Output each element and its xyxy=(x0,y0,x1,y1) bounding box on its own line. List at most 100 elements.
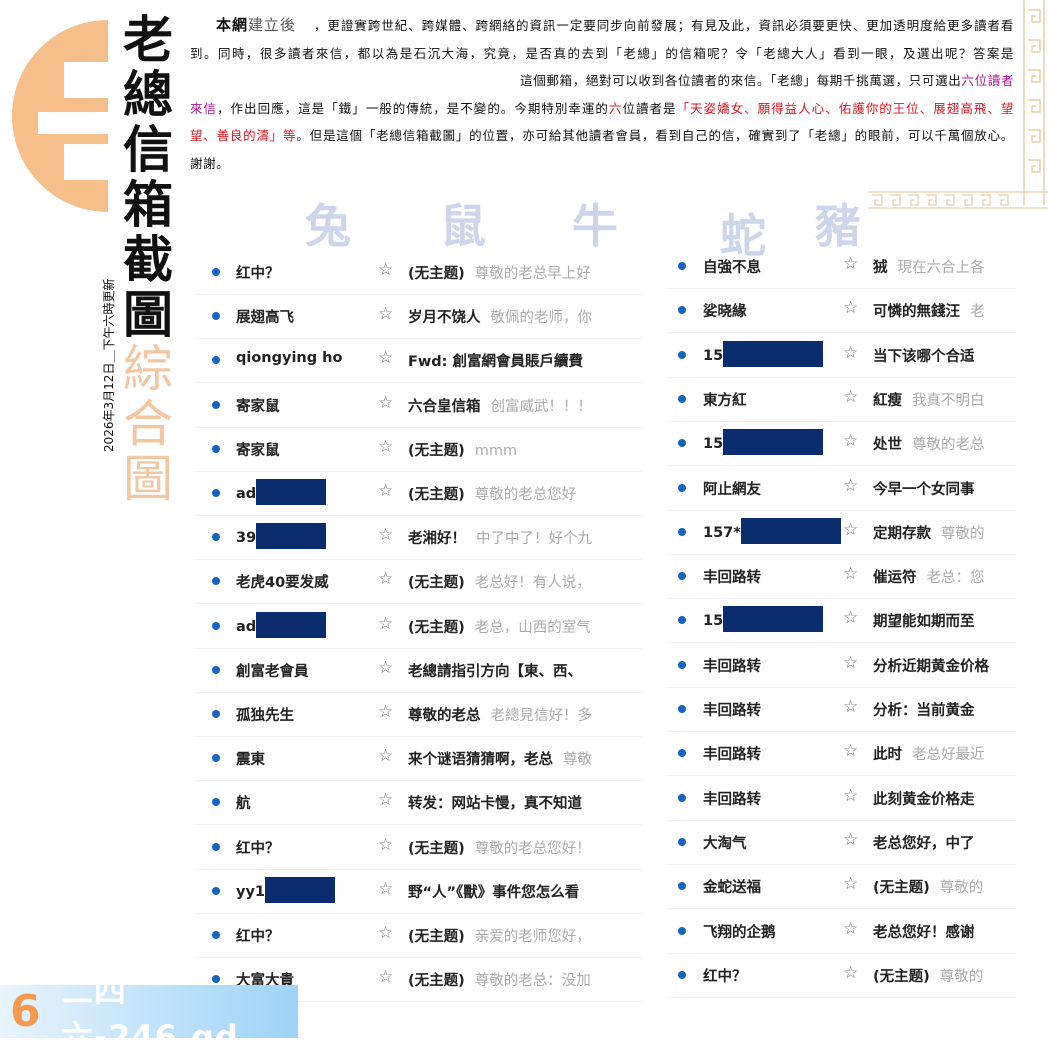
email-row[interactable]: 红中？ ☆ (无主题) 尊敬的老总早上好 xyxy=(196,251,642,295)
subject-text: 分析近期黄金价格 xyxy=(873,658,989,675)
email-row[interactable]: 金蛇送福 ☆ (无主题) 尊敬的 xyxy=(668,865,1016,910)
sender-name: 金蛇送福 xyxy=(703,880,761,897)
star-icon[interactable]: ☆ xyxy=(378,348,394,369)
star-icon[interactable]: ☆ xyxy=(378,481,394,501)
star-icon[interactable]: ☆ xyxy=(378,790,394,811)
email-subject: 催运符 老总：您 xyxy=(873,566,1016,587)
email-row[interactable]: ad ☆ (无主题) 老总，山西的室气 xyxy=(196,605,642,649)
email-row[interactable]: ad ☆ (无主题) 尊敬的老总您好 xyxy=(196,472,642,516)
email-subject: 老湘好！ 中了中了！好个九 xyxy=(408,527,640,548)
star-icon[interactable]: ☆ xyxy=(378,304,394,325)
email-row[interactable]: 大淘气 ☆ 老总您好，中了 xyxy=(668,821,1016,865)
email-row[interactable]: 老虎40要发威 ☆ (无主题) 老总好！有人说， xyxy=(196,560,642,605)
star-icon[interactable]: ☆ xyxy=(843,962,859,983)
sender: 孤独先生 xyxy=(236,704,294,725)
subject-text: (无主题) xyxy=(873,968,930,985)
star-icon[interactable]: ☆ xyxy=(843,697,859,717)
star-icon[interactable]: ☆ xyxy=(378,569,394,590)
sender-name: 红中？ xyxy=(236,840,280,857)
sender-name: qiongying ho xyxy=(236,350,343,367)
email-subject: 老總請指引方向【東、西、 xyxy=(408,660,640,681)
sender-name: 創富老會員 xyxy=(236,663,309,680)
intro-paragraph: 本網建立後 ，更證實跨世紀、跨媒體、跨網絡的資訊一定要同步向前發展；有見及此，資訊… xyxy=(190,12,1014,177)
star-icon[interactable]: ☆ xyxy=(843,741,859,762)
star-icon[interactable]: ☆ xyxy=(378,657,394,678)
email-row[interactable]: 寄家鼠 ☆ 六合皇信箱 创富威武！！！ xyxy=(196,384,642,428)
star-icon[interactable]: ☆ xyxy=(843,475,859,496)
preview-text: 尊敬的 xyxy=(939,880,984,897)
email-row[interactable]: 飞翔的企鹅 ☆ 老总您好！感谢 xyxy=(668,910,1016,954)
email-row[interactable]: qiongying ho ☆ Fwd: 創富網會員賬戶續費 xyxy=(196,339,642,384)
email-row[interactable]: 丰回路转 ☆ 此时 老总好最近 xyxy=(668,732,1016,777)
subject-text: 催运符 xyxy=(873,570,917,587)
email-row[interactable]: 丰回路转 ☆ 此刻黄金价格走 xyxy=(668,777,1016,821)
email-row[interactable]: 娑晓緣 ☆ 可憐的無錢汪老 xyxy=(668,289,1016,334)
sender: 金蛇送福 xyxy=(703,876,761,897)
star-icon[interactable]: ☆ xyxy=(378,260,394,280)
star-icon[interactable]: ☆ xyxy=(378,923,394,943)
star-icon[interactable]: ☆ xyxy=(843,254,859,274)
unread-dot-icon xyxy=(212,842,220,851)
sender-name: 丰回路转 xyxy=(703,658,761,675)
star-icon[interactable]: ☆ xyxy=(378,613,394,634)
sender-name: yy1 xyxy=(236,883,265,900)
lead-light: 建立後 xyxy=(247,16,296,34)
email-row[interactable]: 東方紅 ☆ 紅瘦 我真不明白 xyxy=(668,378,1016,422)
email-row[interactable]: 震東 ☆ 来个谜语猜猜啊，老总 尊敬 xyxy=(196,737,642,782)
email-row[interactable]: 寄家鼠 ☆ (无主题) mmm xyxy=(196,428,642,472)
star-icon[interactable]: ☆ xyxy=(378,746,394,767)
email-row[interactable]: 孤独先生 ☆ 尊敬的老总 老總見信好！多 xyxy=(196,693,642,737)
email-row[interactable]: 红中？ ☆ (无主题) 亲爱的老师您好， xyxy=(196,914,642,958)
star-icon[interactable]: ☆ xyxy=(843,608,859,629)
email-row[interactable]: 157* ☆ 定期存款 尊敬的 xyxy=(668,511,1016,555)
email-row[interactable]: 丰回路转 ☆ 分析：当前黄金 xyxy=(668,688,1016,732)
email-row[interactable]: 15 ☆ 期望能如期而至 xyxy=(668,599,1016,644)
star-icon[interactable]: ☆ xyxy=(378,834,394,855)
email-row[interactable]: 红中？ ☆ (无主题) 尊敬的 xyxy=(668,954,1016,998)
star-icon[interactable]: ☆ xyxy=(843,918,859,939)
preview-text: 尊敬的老总早上好 xyxy=(474,266,591,282)
email-row[interactable]: 丰回路转 ☆ 分析近期黄金价格 xyxy=(668,644,1016,688)
sender: 大淘气 xyxy=(703,832,747,853)
email-row[interactable]: 丰回路转 ☆ 催运符 老总：您 xyxy=(668,555,1016,600)
star-icon[interactable]: ☆ xyxy=(843,652,859,673)
subject-text: 可憐的無錢汪 xyxy=(873,304,960,321)
unread-dot-icon xyxy=(212,886,220,895)
star-icon[interactable]: ☆ xyxy=(843,431,859,452)
preview-text: 尊敬的 xyxy=(941,525,985,542)
email-row[interactable]: 阿止網友 ☆ 今早一个女同事 xyxy=(668,467,1016,511)
star-icon[interactable]: ☆ xyxy=(843,342,859,363)
star-icon[interactable]: ☆ xyxy=(378,436,394,457)
email-row[interactable]: yy1 ☆ 野“人”《獸》事件您怎么看 xyxy=(196,870,642,914)
email-row[interactable]: 自強不息 ☆ 狨現在六合上各 xyxy=(668,245,1016,289)
email-row[interactable]: 红中？ ☆ (无主题) 尊敬的老总您好！ xyxy=(196,826,642,870)
star-icon[interactable]: ☆ xyxy=(843,874,859,895)
email-row[interactable]: 15 ☆ 当下该哪个合适 xyxy=(668,334,1016,378)
email-row[interactable]: 15 ☆ 处世 尊敬的老总 xyxy=(668,422,1016,467)
email-subject: (无主题) 老总好！有人说， xyxy=(408,571,640,592)
sender-name: 丰回路转 xyxy=(703,747,761,764)
sender-name: 大淘气 xyxy=(703,835,747,852)
sender: 飞翔的企鹅 xyxy=(703,921,776,942)
star-icon[interactable]: ☆ xyxy=(378,967,394,988)
star-icon[interactable]: ☆ xyxy=(843,386,859,407)
star-icon[interactable]: ☆ xyxy=(843,829,859,850)
email-row[interactable]: 39 ☆ 老湘好！ 中了中了！好个九 xyxy=(196,516,642,561)
star-icon[interactable]: ☆ xyxy=(843,298,859,319)
star-icon[interactable]: ☆ xyxy=(843,785,859,806)
star-icon[interactable]: ☆ xyxy=(843,564,859,585)
subject-text: 此时 xyxy=(873,747,902,764)
border-ornament xyxy=(1023,0,1045,205)
sender: 丰回路转 xyxy=(703,655,761,676)
star-icon[interactable]: ☆ xyxy=(378,392,394,413)
sender-name: 展翅高飞 xyxy=(236,310,294,327)
email-row[interactable]: 航 ☆ 转发：网站卡慢，真不知道 xyxy=(196,781,642,826)
star-icon[interactable]: ☆ xyxy=(378,525,394,546)
unread-dot-icon xyxy=(678,394,686,403)
email-row[interactable]: 展翅高飞 ☆ 岁月不饶人 敬佩的老师，你 xyxy=(196,295,642,340)
sender: 39 xyxy=(236,523,327,550)
star-icon[interactable]: ☆ xyxy=(378,702,394,722)
star-icon[interactable]: ☆ xyxy=(843,519,859,540)
email-row[interactable]: 創富老會員 ☆ 老總請指引方向【東、西、 xyxy=(196,649,642,693)
star-icon[interactable]: ☆ xyxy=(378,878,394,899)
